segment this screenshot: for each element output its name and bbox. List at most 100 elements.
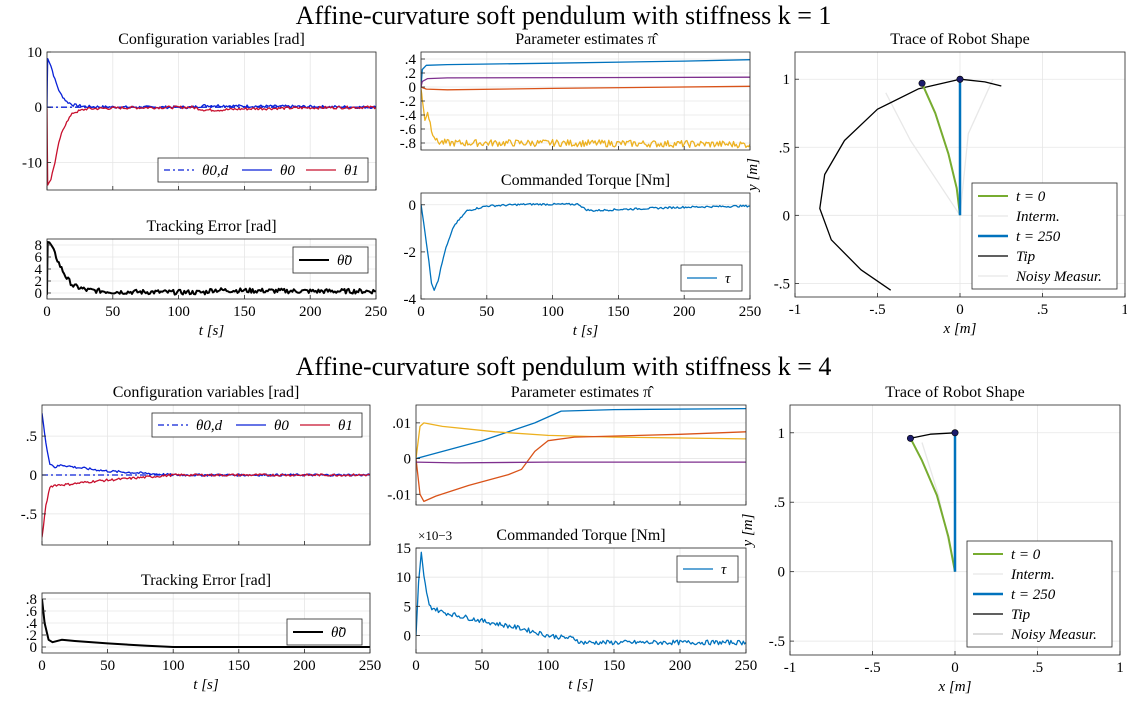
chart-title: Tracking Error [rad]: [141, 572, 271, 589]
y-tick-label: 0: [409, 198, 417, 214]
x-tick-label: 0: [956, 302, 964, 318]
tip-marker: [951, 429, 959, 437]
y-tick-label: -4: [404, 292, 417, 308]
chart-title: Parameter estimates π̂: [511, 384, 654, 401]
x-tick-label: 0: [412, 658, 420, 674]
x-tick-label: 150: [607, 304, 630, 320]
y-tick-label: .6: [26, 604, 38, 620]
axes-box: [415, 404, 747, 506]
chart-title: Configuration variables [rad]: [113, 384, 300, 401]
chart-title: Trace of Robot Shape: [885, 384, 1024, 401]
y-tick-label: .5: [779, 140, 790, 156]
series-line-black: [819, 78, 1002, 291]
legend-label: Interm.: [1015, 209, 1060, 225]
x-axis-label: x [m]: [943, 321, 977, 337]
chart-k1_params: -.8-.6-.4-.20.2.4 Parameter estimates π̂: [400, 31, 751, 152]
y-tick-label: .01: [392, 416, 411, 432]
x-tick-label: -.5: [869, 302, 885, 318]
legend: τ: [676, 555, 739, 583]
y-tick-label: -10: [22, 155, 42, 171]
series-line-black: [47, 241, 376, 296]
legend: θ0,d θ0 θ1: [157, 157, 369, 183]
y-tick-label: 4: [35, 262, 43, 278]
x-axis-label: x [m]: [938, 679, 972, 695]
legend: θ̃0: [292, 246, 369, 274]
chart-title: Commanded Torque [Nm]: [501, 172, 670, 189]
y-tick-label: -.5: [774, 276, 790, 292]
y-tick-label: 8: [35, 238, 43, 254]
y-tick-label: -.2: [400, 94, 416, 110]
x-tick-label: 200: [299, 304, 322, 320]
series-line-red: [42, 473, 370, 538]
series-line-matlab_blue: [421, 59, 750, 88]
y-tick-label: -.01: [387, 487, 411, 503]
series-line-matlab_purple: [416, 461, 746, 464]
x-tick-label: 50: [475, 658, 490, 674]
y-tick-label: -.8: [400, 136, 416, 152]
x-tick-label: 250: [739, 304, 762, 320]
legend: θ0,d θ0 θ1: [151, 412, 363, 438]
legend: t = 0 Interm. t = 250 Tip Noisy Measur.: [966, 540, 1113, 648]
x-tick-label: -1: [789, 302, 802, 318]
legend-label: Noisy Measur.: [1010, 627, 1097, 643]
series-line-matlab_blue: [416, 551, 746, 646]
y-tick-label: .4: [405, 52, 417, 68]
y-tick-label: 0: [35, 286, 43, 302]
axes-box: [46, 51, 377, 191]
axes-box: [420, 192, 751, 300]
y-tick-label: 0: [778, 565, 786, 581]
series-line-matlab_blue: [416, 407, 746, 460]
x-axis-label: t [s]: [568, 677, 594, 693]
x-tick-label: -.5: [864, 660, 880, 676]
legend-label: θ0,d: [196, 418, 223, 434]
chart-title: Parameter estimates π̂: [515, 31, 658, 48]
legend-label: Interm.: [1010, 567, 1055, 583]
legend: t = 0 Interm. t = 250 Tip Noisy Measur.: [971, 182, 1118, 290]
x-tick-label: .5: [1032, 660, 1043, 676]
y-axis-label: y [m]: [740, 513, 756, 548]
chart-k1_shape: -1 -.5 0 .5 1 -.5 0 .5 1 Trace of Robot Shape x [m…: [745, 31, 1127, 337]
legend-label: θ0,d: [202, 163, 229, 179]
x-tick-label: 50: [479, 304, 494, 320]
x-tick-label: 50: [105, 304, 120, 320]
series-line-black: [910, 432, 956, 439]
tip-marker: [918, 79, 926, 87]
series-line-matlab_blue: [421, 202, 750, 291]
y-tick-label: .5: [26, 429, 37, 445]
y-tick-label: 0: [30, 640, 38, 656]
legend-label: t = 250: [1016, 229, 1061, 245]
y-tick-label: 0: [30, 468, 38, 484]
x-tick-label: 250: [359, 658, 382, 674]
x-tick-label: 250: [365, 304, 388, 320]
chart-k1_torque: 0 50 100 150 200 250 -4 -2 0 Commanded Torque [Nm…: [404, 172, 762, 339]
legend-label: Tip: [1016, 249, 1036, 265]
y-tick-label: -2: [404, 245, 417, 261]
x-tick-label: 250: [735, 658, 758, 674]
legend: τ: [680, 264, 743, 292]
x-tick-label: 150: [603, 658, 626, 674]
y-tick-label: .2: [405, 66, 416, 82]
y-tick-label: 0: [783, 208, 791, 224]
legend-label: θ1: [338, 418, 353, 434]
y-tick-label: 0: [404, 629, 412, 645]
y-tick-label: -.5: [21, 507, 37, 523]
x-tick-label: 1: [1116, 660, 1124, 676]
chart-title: Configuration variables [rad]: [118, 31, 305, 48]
series-line-green: [909, 437, 956, 572]
series-line-blue: [42, 413, 370, 477]
chart-title: Tracking Error [rad]: [146, 218, 276, 235]
figure-title-k1: Affine-curvature soft pendulum with stif…: [295, 1, 832, 30]
series-line-red: [47, 105, 376, 186]
chart-k4_torque: 0 50 100 150 200 250 0 5 10 15 Commanded Torque [N…: [396, 527, 757, 693]
x-tick-label: 0: [43, 304, 51, 320]
x-tick-label: 200: [669, 658, 692, 674]
x-tick-label: 150: [233, 304, 256, 320]
x-tick-label: 0: [951, 660, 959, 676]
y-axis-label: y [m]: [745, 158, 761, 193]
legend-label: θ0: [280, 163, 295, 179]
x-tick-label: 100: [167, 304, 190, 320]
legend: θ̃0: [286, 618, 363, 646]
chart-k4_error: 0 50 100 150 200 250 0.2.4.6.8 Tracking Error […: [26, 572, 382, 693]
series-line-green: [921, 82, 961, 216]
